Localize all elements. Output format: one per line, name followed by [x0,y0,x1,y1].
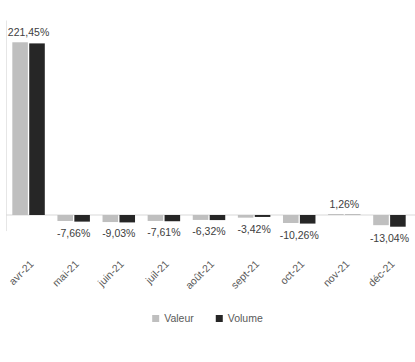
x-tick-label: juil-21 [142,257,171,286]
bar [373,215,389,225]
data-label: -7,66% [57,227,90,239]
bar [238,215,254,218]
bars [12,42,405,226]
x-tick: août-21 [183,257,217,291]
x-tick: déc-21 [366,257,397,288]
chart: 221,45% -7,66% -9,03% -7,61% -6,32% -3,42% -10… [0,0,415,362]
y-axis [6,21,7,232]
x-tick: avr-21 [6,257,36,287]
bar [74,215,90,222]
bar [119,215,135,222]
bar [193,215,209,220]
bar [300,215,316,224]
data-label: 221,45% [8,26,49,38]
x-axis: avr-21 mai-21 juin-21 juil-21 août-21 sept-21… [6,257,397,291]
x-tick: juin-21 [95,257,127,289]
x-tick-label: mai-21 [50,257,81,288]
x-tick-label: oct-21 [277,257,306,286]
legend-swatch [216,315,223,322]
legend-item: Volume [216,312,263,324]
x-tick-label: août-21 [183,257,217,291]
data-label: -6,32% [192,225,225,237]
legend: Valeur Volume [152,312,263,324]
x-tick: juil-21 [142,257,171,286]
bar [57,215,73,221]
bar [390,215,406,227]
bar [328,214,344,216]
y-axis-line [6,21,7,232]
x-tick-label: nov-21 [320,257,351,288]
bar [148,215,164,221]
legend-swatch [152,315,159,322]
bar [210,215,226,220]
bar [165,215,181,221]
x-tick: nov-21 [320,257,351,288]
data-label: 1,26% [329,198,359,210]
legend-label: Volume [228,312,263,324]
bar [283,215,299,223]
data-label: -10,26% [280,229,319,241]
bar [29,43,45,215]
x-tick: sept-21 [228,257,261,290]
data-label: -13,04% [370,232,409,244]
data-label: -9,03% [102,227,135,239]
x-tick-label: avr-21 [6,257,36,287]
data-labels: 221,45% -7,66% -9,03% -7,61% -6,32% -3,42% -10… [8,26,409,243]
x-tick: mai-21 [50,257,81,288]
x-tick: oct-21 [277,257,306,286]
legend-item: Valeur [152,312,194,324]
x-tick-label: sept-21 [228,257,261,290]
x-tick-label: déc-21 [366,257,397,288]
legend-label: Valeur [164,312,194,324]
bar [12,42,28,215]
bar [103,215,119,222]
data-label: -7,61% [147,226,180,238]
x-tick-label: juin-21 [95,257,127,289]
bar [345,214,361,215]
bar [255,215,271,217]
data-label: -3,42% [237,223,270,235]
